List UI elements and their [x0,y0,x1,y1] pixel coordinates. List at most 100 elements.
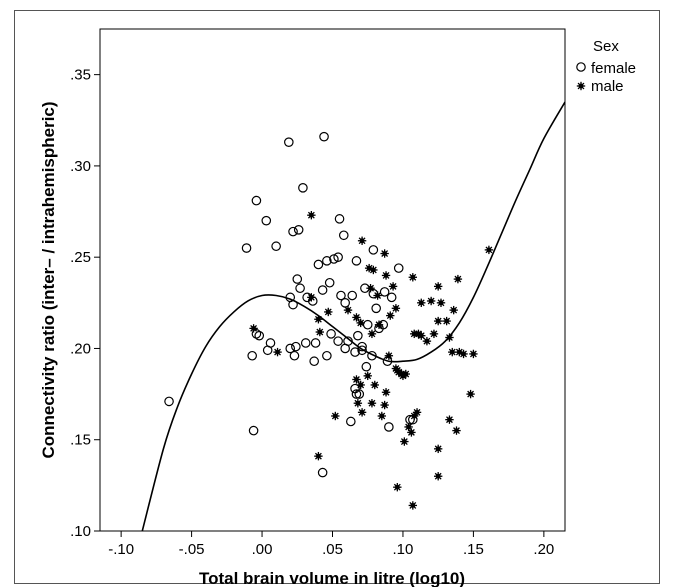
male-point [426,296,436,306]
y-tick-label: .20 [70,340,91,357]
male-point [369,265,378,275]
male-point [353,399,363,408]
male-point [377,411,387,421]
legend-title: Sex [593,38,619,55]
female-point [288,226,298,237]
female-point [271,241,281,252]
female-point [247,350,257,361]
female-point [298,183,308,193]
male-point [380,249,389,258]
male-point [357,236,367,245]
female-point [322,350,332,361]
legend-female-label: female [591,60,636,77]
female-point [357,341,367,352]
female-point [288,299,298,310]
female-point [371,303,381,314]
male-point [273,347,282,357]
female-point [310,338,321,348]
male-point [374,320,384,329]
female-point [295,283,305,294]
male-point [315,327,325,337]
male-point [408,273,418,282]
x-tick-label: .20 [533,541,554,558]
male-point [388,282,398,291]
male-point [356,318,365,328]
x-tick-label: .15 [463,541,484,558]
y-tick-label: .15 [70,432,91,449]
y-axis-title: Connectivity ratio (inter– / intrahemisp… [39,101,58,458]
female-point [251,329,262,339]
female-point [338,230,349,241]
female-point [284,137,294,147]
male-point [314,315,323,324]
male-point [408,501,418,510]
female-point [329,254,339,264]
male-point [433,444,443,454]
female-point [351,256,362,266]
male-point [357,408,367,417]
male-point [391,304,401,313]
male-point [373,291,382,300]
male-point [331,411,340,421]
male-point [417,298,426,308]
female-point [293,225,304,235]
male-point [324,307,333,317]
male-point [445,415,454,424]
female-point [350,383,360,394]
female-point [340,343,350,354]
female-point [353,330,363,341]
female-point [347,290,358,301]
female-point [313,259,324,270]
female-point [326,329,336,339]
female-point [241,243,252,253]
female-point [291,341,301,352]
male-point [433,316,443,326]
female-point [309,356,319,367]
points-layer [164,131,494,510]
male-point [401,369,410,379]
male-point [343,305,353,315]
male-point [452,426,461,435]
male-point [484,245,494,255]
male-point [367,329,377,339]
male-point [380,400,389,410]
female-point [367,350,377,361]
female-point [336,290,346,301]
female-point [319,131,329,142]
female-point [251,195,262,206]
male-point [407,428,416,437]
male-point [436,298,446,308]
female-point [164,396,174,407]
x-tick-label: .05 [322,541,343,558]
legend-male-label: male [591,78,624,95]
female-point [317,285,328,295]
legend-female-marker [576,62,586,72]
female-point [340,298,350,308]
female-point [261,215,272,226]
male-point [356,380,365,390]
x-tick-label: -.05 [179,541,205,558]
female-point [300,338,311,348]
male-point [366,284,375,293]
male-point [352,375,361,384]
female-point [265,338,276,348]
female-point [361,361,372,372]
figure-frame [14,10,660,584]
y-tick-label: .30 [70,158,91,175]
female-point [368,245,379,255]
fit-curve [141,101,565,531]
male-point [363,371,372,381]
female-point [333,252,343,262]
male-point [400,437,409,446]
male-point [412,408,422,417]
legend: Sex female male [576,38,636,95]
female-point [334,214,345,224]
male-point [466,389,475,399]
male-point [459,349,468,359]
male-point [386,311,395,320]
female-point [384,422,394,432]
male-point [442,316,451,326]
female-point [379,287,390,297]
female-point [317,467,328,478]
